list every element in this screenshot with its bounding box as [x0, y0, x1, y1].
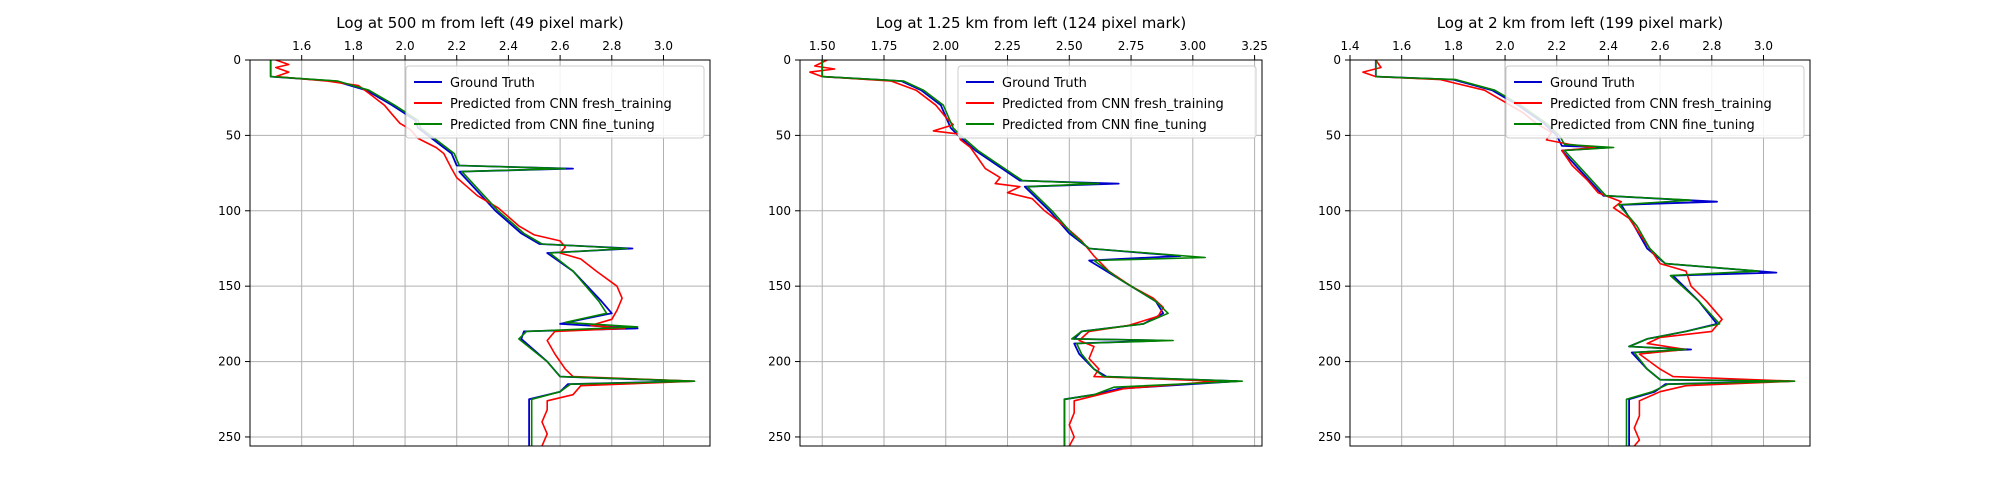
legend-entry: Predicted from CNN fine_tuning — [450, 118, 655, 133]
y-tick-label: 0 — [1333, 53, 1341, 67]
x-tick-label: 2.0 — [396, 39, 415, 53]
y-tick-label: 200 — [218, 355, 241, 369]
legend-entry: Predicted from CNN fresh_training — [450, 97, 672, 112]
chart-title: Log at 500 m from left (49 pixel mark) — [336, 14, 623, 32]
y-tick-label: 250 — [218, 430, 241, 444]
y-tick-label: 150 — [768, 279, 791, 293]
x-tick-label: 2.6 — [551, 39, 570, 53]
x-tick-label: 2.8 — [602, 39, 621, 53]
legend-box — [405, 65, 705, 139]
x-tick-label: 1.75 — [871, 39, 898, 53]
x-tick-label: 2.0 — [1496, 39, 1515, 53]
x-tick-label: 2.25 — [994, 39, 1021, 53]
legend: Ground Truth Predicted from CNN fresh_tra… — [1505, 65, 1805, 139]
y-tick-label: 0 — [783, 53, 791, 67]
x-tick-label: 2.00 — [932, 39, 959, 53]
series-line-ground-truth — [821, 60, 1239, 446]
y-tick-label: 100 — [218, 204, 241, 218]
chart-panel-3: 1.4 1.6 1.8 2.0 2.2 2.4 2.6 2.8 3.0 0 50 100 150 200 2… — [1318, 14, 1811, 447]
legend-entry: Predicted from CNN fine_tuning — [1550, 118, 1755, 133]
y-tick-label: 100 — [1318, 204, 1341, 218]
y-tick-label: 200 — [768, 355, 791, 369]
chart-panel-1: 1.6 1.8 2.0 2.2 2.4 2.6 2.8 3.0 0 50 100 150 200 250 L… — [218, 14, 711, 447]
y-tick-label: 0 — [233, 53, 241, 67]
y-tick-label: 150 — [218, 279, 241, 293]
legend-box — [1505, 65, 1805, 139]
x-tick-label: 1.8 — [1444, 39, 1463, 53]
legend-entry: Ground Truth — [1002, 76, 1087, 91]
series-group — [809, 60, 1243, 446]
y-tick-label: 250 — [1318, 430, 1341, 444]
chart-title: Log at 1.25 km from left (124 pixel mark… — [876, 14, 1186, 32]
x-tick-label: 2.4 — [1599, 39, 1618, 53]
series-line-fine-tuning — [821, 60, 1243, 446]
legend-entry: Ground Truth — [450, 76, 535, 91]
axis-frame — [1349, 59, 1811, 447]
x-tick-label: 2.75 — [1118, 39, 1145, 53]
axis-frame — [249, 59, 711, 447]
x-tick-label: 1.4 — [1340, 39, 1359, 53]
x-tick-label: 3.0 — [654, 39, 673, 53]
legend-entry: Ground Truth — [1550, 76, 1635, 91]
legend-entry: Predicted from CNN fine_tuning — [1002, 118, 1207, 133]
x-tick-label: 3.00 — [1179, 39, 1206, 53]
legend-entry: Predicted from CNN fresh_training — [1550, 97, 1772, 112]
x-tick-label: 2.4 — [499, 39, 518, 53]
y-tick-label: 100 — [768, 204, 791, 218]
y-tick-label: 200 — [1318, 355, 1341, 369]
x-tick-label: 2.50 — [1056, 39, 1083, 53]
chart-panel-2: 1.50 1.75 2.00 2.25 2.50 2.75 3.00 3.25 0 50 100 15… — [768, 14, 1268, 447]
x-tick-label: 1.6 — [292, 39, 311, 53]
x-tick-label: 2.6 — [1651, 39, 1670, 53]
x-tick-label: 3.25 — [1241, 39, 1268, 53]
y-tick-label: 50 — [776, 128, 791, 142]
x-tick-label: 1.6 — [1392, 39, 1411, 53]
x-tick-label: 2.2 — [447, 39, 466, 53]
legend: Ground Truth Predicted from CNN fresh_tra… — [957, 65, 1257, 139]
x-tick-label: 1.8 — [344, 39, 363, 53]
x-tick-label: 1.50 — [809, 39, 836, 53]
legend-box — [957, 65, 1257, 139]
x-tick-label: 2.8 — [1702, 39, 1721, 53]
y-tick-label: 50 — [226, 128, 241, 142]
x-tick-label: 3.0 — [1754, 39, 1773, 53]
x-tick-label: 2.2 — [1547, 39, 1566, 53]
legend: Ground Truth Predicted from CNN fresh_tra… — [405, 65, 705, 139]
axis-frame — [799, 59, 1263, 447]
y-tick-label: 150 — [1318, 279, 1341, 293]
chart-title: Log at 2 km from left (199 pixel mark) — [1437, 14, 1724, 32]
y-tick-label: 250 — [768, 430, 791, 444]
legend-entry: Predicted from CNN fresh_training — [1002, 97, 1224, 112]
y-tick-label: 50 — [1326, 128, 1341, 142]
